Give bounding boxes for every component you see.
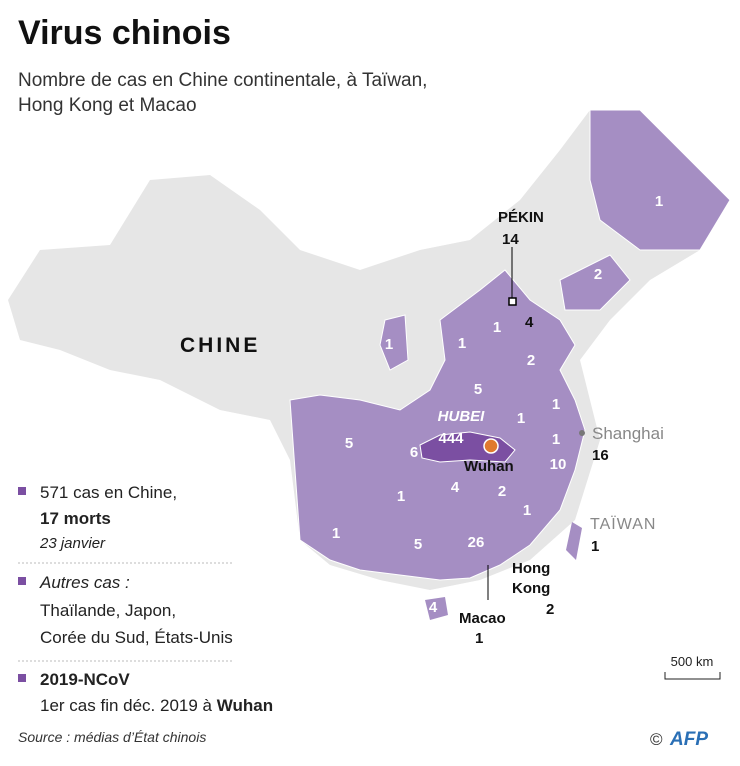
source: Source : médias d’État chinois xyxy=(18,729,206,745)
legend-text: 1er cas fin déc. 2019 à Wuhan xyxy=(40,696,273,715)
map xyxy=(8,109,731,620)
country-label: CHINE xyxy=(180,334,260,357)
legend-swatch xyxy=(18,487,26,495)
shanghai-marker xyxy=(579,430,585,436)
wuhan-label: Wuhan xyxy=(464,458,514,475)
scale-label: 500 km xyxy=(671,654,714,669)
legend-text: 1er cas fin déc. 2019 à xyxy=(40,696,213,715)
province-cases: 5 xyxy=(474,381,482,398)
subtitle: Hong Kong et Macao xyxy=(18,95,197,116)
taiwan-cases: 1 xyxy=(591,538,599,555)
province-cases: 1 xyxy=(523,502,531,519)
hk-name: Kong xyxy=(512,580,550,597)
agency-logo: AFP xyxy=(669,729,708,750)
legend-text: 571 cas en Chine, xyxy=(40,483,177,502)
province-cases: 1 xyxy=(458,335,466,352)
shanghai-cases: 16 xyxy=(592,447,609,464)
province-cases: 5 xyxy=(414,536,422,553)
shanghai-name: Shanghai xyxy=(592,424,664,443)
province-cases: 5 xyxy=(345,435,353,452)
province-cases: 4 xyxy=(451,479,460,496)
ningxia xyxy=(379,314,409,371)
province-cases: 1 xyxy=(332,525,340,542)
legend-city: Wuhan xyxy=(217,696,273,715)
legend-text: 17 morts xyxy=(40,509,111,528)
taiwan-name: TAÏWAN xyxy=(590,515,656,533)
legend-text: Thaïlande, Japon, xyxy=(40,601,176,620)
beijing-cases: 14 xyxy=(502,231,519,248)
legend-swatch xyxy=(18,577,26,585)
province-cases: 6 xyxy=(410,444,418,461)
province-cases: 1 xyxy=(385,336,393,353)
copyright: © xyxy=(650,730,663,749)
legend-swatch xyxy=(18,674,26,682)
hubei-name: HUBEI xyxy=(438,408,486,425)
province-cases: 1 xyxy=(552,431,560,448)
province-cases: 1 xyxy=(493,319,501,336)
affected-provinces xyxy=(289,269,586,581)
province-cases: 26 xyxy=(468,534,485,551)
liaoning xyxy=(559,254,631,311)
province-cases: 1 xyxy=(397,488,405,505)
hubei-cases: 444 xyxy=(438,430,464,447)
wuhan-marker xyxy=(483,438,499,454)
title: Virus chinois xyxy=(18,14,231,52)
beijing-marker xyxy=(508,297,517,306)
legend-text: Autres cas : xyxy=(39,573,130,592)
legend-text: 2019-NCoV xyxy=(40,670,130,689)
taiwan-shape xyxy=(566,522,582,560)
legend-date: 23 janvier xyxy=(39,535,106,552)
province-cases: 1 xyxy=(552,396,560,413)
beijing-name: PÉKIN xyxy=(498,209,544,226)
macao-cases: 1 xyxy=(475,630,483,647)
scale-line xyxy=(664,672,721,680)
province-cases: 2 xyxy=(498,483,506,500)
tianjin-cases: 4 xyxy=(525,314,534,331)
hk-cases: 2 xyxy=(546,601,554,618)
macao-name: Macao xyxy=(459,610,506,627)
northeast-provinces xyxy=(589,109,731,251)
province-cases: 2 xyxy=(594,266,602,283)
province-cases: 1 xyxy=(655,193,663,210)
subtitle: Nombre de cas en Chine continentale, à T… xyxy=(18,70,427,91)
province-cases: 1 xyxy=(517,410,525,427)
province-cases: 2 xyxy=(527,352,535,369)
legend-text: Corée du Sud, États-Unis xyxy=(40,628,233,647)
province-cases: 10 xyxy=(550,456,567,473)
scale-bar: 500 km xyxy=(664,654,721,680)
hk-name: Hong xyxy=(512,560,550,577)
hainan-shape xyxy=(425,597,448,620)
province-cases: 4 xyxy=(429,599,438,616)
